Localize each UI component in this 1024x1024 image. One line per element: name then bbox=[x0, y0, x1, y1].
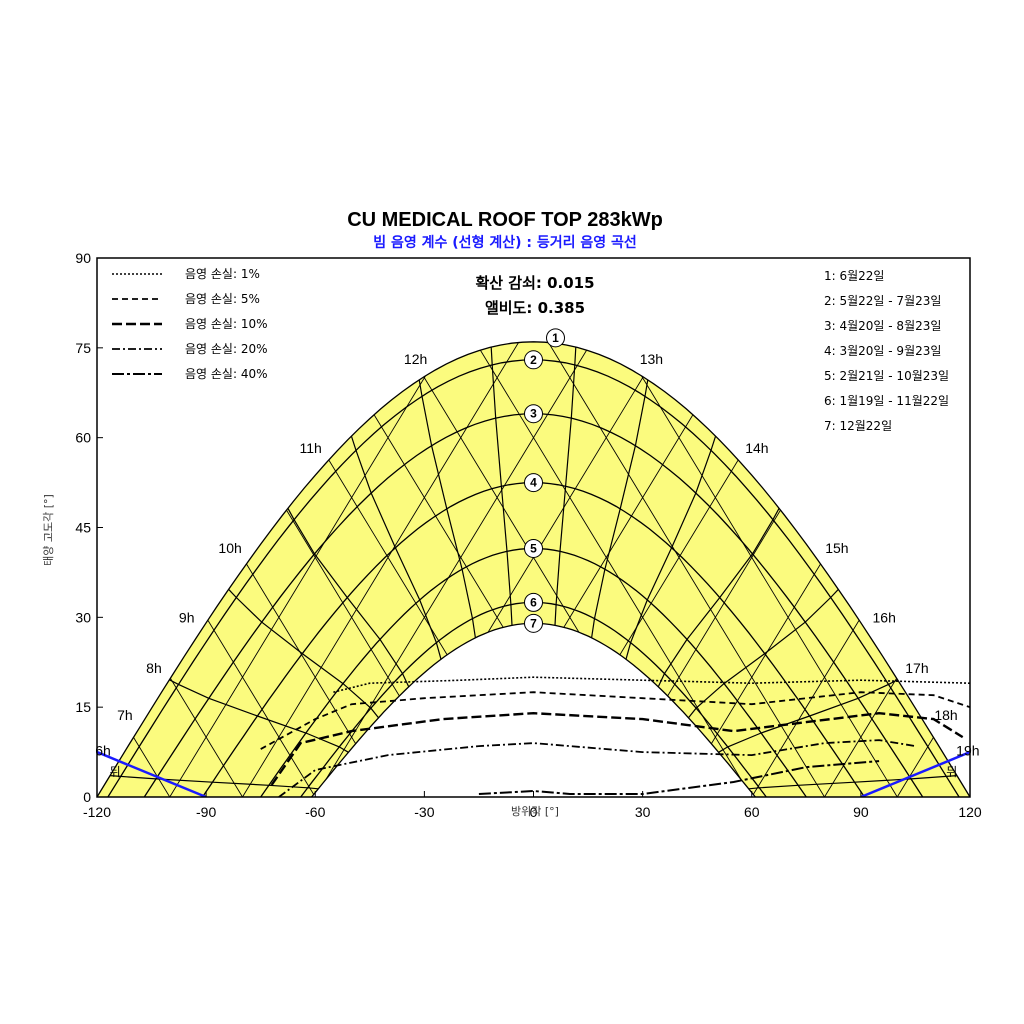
sun-path-marker-2 bbox=[524, 350, 543, 370]
hatch-line bbox=[97, 341, 243, 797]
horizon-line-left bbox=[97, 750, 207, 797]
hour-label: 19h bbox=[956, 742, 979, 758]
shading-legend-label: 음영 손실: 20% bbox=[185, 342, 268, 356]
date-legend-entry: 7: 12월22일 bbox=[824, 419, 892, 433]
hour-label: 13h bbox=[640, 351, 663, 367]
albedo-text: 앨비도: 0.385 bbox=[485, 299, 585, 317]
shading-legend-label: 음영 손실: 40% bbox=[185, 367, 268, 381]
y-axis-label: 태양 고도각 [°] bbox=[42, 494, 55, 566]
sun-path-marker-label: 5 bbox=[530, 541, 537, 555]
hour-label: 11h bbox=[299, 440, 321, 456]
y-tick-label: 75 bbox=[75, 340, 91, 356]
hatch-line bbox=[242, 341, 571, 797]
iso-shading-curve bbox=[278, 739, 916, 797]
shading-loss-legend: 음영 손실: 1% 음영 손실: 5% 음영 손실: 10% 음영 손실: 20% 음영… bbox=[112, 267, 268, 381]
horizon-line-right bbox=[860, 750, 970, 797]
sun-path-1 bbox=[97, 341, 970, 797]
sun-path-marker-4 bbox=[524, 473, 543, 493]
hatch-line bbox=[496, 341, 825, 797]
hour-label: 9h bbox=[179, 609, 195, 625]
iso-shading-curve bbox=[333, 676, 970, 693]
y-tick-label: 60 bbox=[75, 430, 91, 446]
sun-path-marker-5 bbox=[524, 538, 543, 558]
hour-label: 7h bbox=[117, 707, 133, 723]
sun-path-marker-6 bbox=[524, 592, 543, 612]
y-tick-label: 30 bbox=[75, 609, 91, 625]
horizon-marker-label: 뒤 bbox=[110, 765, 121, 779]
chart-subtitle: 빔 음영 계수 (선형 계산) : 등거리 음영 곡선 bbox=[373, 234, 636, 251]
y-tick-label: 15 bbox=[75, 699, 91, 715]
date-legend-entry: 3: 4월20일 - 8월23일 bbox=[824, 319, 941, 333]
x-tick-label: 30 bbox=[635, 804, 651, 820]
date-legend-entry: 1: 6월22일 bbox=[824, 269, 884, 283]
diffuse-attenuation-text: 확산 감쇠: 0.015 bbox=[475, 274, 594, 292]
shading-legend-label: 음영 손실: 5% bbox=[185, 292, 260, 306]
hatch-line bbox=[824, 341, 970, 797]
x-tick-label: -60 bbox=[305, 804, 325, 820]
x-tick-label: 90 bbox=[853, 804, 869, 820]
sun-path-marker-1 bbox=[546, 328, 565, 348]
x-tick-label: 60 bbox=[744, 804, 760, 820]
sun-path-marker-7 bbox=[524, 613, 543, 633]
hour-label: 16h bbox=[873, 609, 896, 625]
x-tick-label: -120 bbox=[83, 804, 111, 820]
hatch-line bbox=[0, 258, 24, 797]
sun-path-marker-label: 2 bbox=[530, 353, 537, 367]
hour-label: 18h bbox=[934, 707, 957, 723]
sun-path-marker-label: 6 bbox=[530, 595, 537, 609]
hatch-line bbox=[969, 341, 970, 797]
shading-legend-label: 음영 손실: 10% bbox=[185, 317, 268, 331]
x-tick-label: 120 bbox=[958, 804, 982, 820]
iso-shading-curve bbox=[270, 711, 964, 786]
sun-path-marker-label: 1 bbox=[552, 331, 559, 345]
x-axis-label: 방위각 [°] bbox=[511, 805, 559, 818]
hour-label: 8h bbox=[146, 660, 162, 676]
y-tick-label: 0 bbox=[83, 789, 91, 805]
x-tick-label: -90 bbox=[196, 804, 216, 820]
hour-label: 10h bbox=[218, 540, 241, 556]
y-tick-label: 90 bbox=[75, 250, 91, 266]
hour-label: 6h bbox=[95, 742, 111, 758]
hour-label: 12h bbox=[404, 351, 427, 367]
sun-path-marker-label: 3 bbox=[530, 407, 537, 421]
sun-path-marker-label: 4 bbox=[530, 476, 537, 490]
shading-legend-label: 음영 손실: 1% bbox=[185, 267, 260, 281]
chart-title: CU MEDICAL ROOF TOP 283kWp bbox=[347, 209, 663, 231]
plot-content bbox=[0, 258, 970, 797]
x-tick-label: -30 bbox=[414, 804, 434, 820]
hour-label: 14h bbox=[745, 440, 768, 456]
date-legend-entry: 4: 3월20일 - 9월23일 bbox=[824, 344, 941, 358]
x-tick-label: 0 bbox=[530, 804, 538, 820]
iso-shading-curve bbox=[260, 691, 970, 750]
sun-path-marker-label: 7 bbox=[530, 616, 537, 630]
date-legend-entry: 6: 1월19일 - 11월22일 bbox=[824, 394, 949, 408]
sun-band-area bbox=[97, 341, 970, 797]
hour-label: 15h bbox=[825, 540, 848, 556]
y-tick-label: 45 bbox=[75, 520, 91, 536]
date-legend: 1: 6월22일 2: 5월22일 - 7월23일 3: 4월20일 - 8월23일… bbox=[824, 269, 949, 433]
date-legend-entry: 5: 2월21일 - 10월23일 bbox=[824, 369, 949, 383]
date-legend-entry: 2: 5월22일 - 7월23일 bbox=[824, 294, 941, 308]
hour-label: 17h bbox=[905, 660, 928, 676]
horizon-marker-label: 뒤 bbox=[946, 765, 957, 779]
hatch-line bbox=[97, 341, 134, 797]
sun-path-marker-3 bbox=[524, 404, 543, 424]
